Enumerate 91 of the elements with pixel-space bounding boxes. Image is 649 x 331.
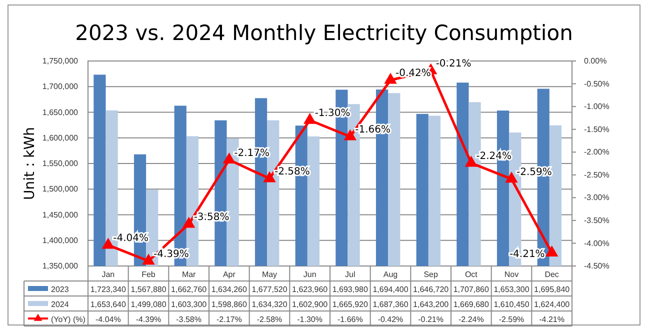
legend-label: 2023: [51, 285, 70, 294]
point: [384, 72, 397, 84]
point: [142, 254, 155, 265]
x-tick-label: May: [262, 270, 278, 279]
y-tick-label: 1,550,000: [42, 159, 79, 168]
text: -2.59%: [516, 166, 552, 178]
data-label: 1,694,400: [372, 285, 409, 294]
data-label: 1,646,720: [413, 285, 450, 294]
x-tick-label: Apr: [222, 270, 236, 279]
legend-label: 2024: [51, 300, 70, 309]
point: [102, 238, 115, 249]
data-label: -2.24%: [458, 315, 484, 324]
y-tick-label: 1,500,000: [42, 184, 79, 194]
data-label: -1.30%: [297, 315, 323, 324]
data-label: 1,624,400: [534, 300, 570, 309]
data-label: 1,723,340: [90, 285, 127, 294]
y-tick-label: 1,400,000: [42, 236, 79, 245]
data-label: 1,665,920: [332, 300, 369, 309]
data-label: 1,695,840: [534, 285, 570, 294]
y2-tick-label: -0.50%: [584, 79, 610, 88]
data-label: 1,669,680: [453, 300, 490, 309]
data-label: -2.58%: [256, 315, 282, 324]
point: [303, 112, 316, 124]
data-label: 1,499,080: [130, 300, 167, 309]
y-tick-label: 1,350,000: [42, 262, 79, 271]
data-label: -2.59%: [498, 315, 524, 324]
text: -2.58%: [274, 166, 310, 178]
y-tick-label: 1,750,000: [42, 56, 79, 66]
point: [464, 156, 478, 167]
point: [505, 172, 518, 183]
y-axis-title: Unit : kWh: [22, 127, 38, 200]
data-label: 1,634,320: [252, 300, 288, 309]
y-tick-label: 1,450,000: [42, 210, 79, 220]
x-tick-label: Jun: [303, 270, 316, 279]
x-tick-label: Mar: [182, 270, 196, 279]
y2-tick-label: -4.50%: [584, 262, 610, 271]
data-label: 1,707,860: [453, 285, 490, 294]
x-tick-label: Sep: [424, 270, 438, 279]
data-label: 1,610,450: [494, 300, 530, 309]
text: -0.21%: [436, 58, 472, 70]
data-label: 1,623,960: [292, 285, 328, 294]
legend-label: (YoY) (%): [51, 315, 86, 324]
data-label: -4.04%: [95, 315, 121, 324]
x-tick-label: Oct: [464, 270, 478, 279]
y2-tick-label: 0.00%: [584, 56, 607, 66]
x-tick-label: Nov: [504, 270, 519, 279]
data-label: -2.17%: [216, 315, 242, 324]
y2-tick-label: -3.50%: [584, 216, 610, 226]
data-label: 1,677,520: [252, 285, 288, 294]
data-label: 1,598,860: [211, 300, 248, 309]
x-tick-label: Feb: [142, 270, 156, 279]
point: [545, 245, 558, 256]
chart-title: 2023 vs. 2024 Monthly Electricity Consumption: [75, 21, 573, 45]
y2-tick-label: -1.50%: [584, 124, 610, 134]
x-tick-label: Dec: [544, 270, 559, 279]
data-label: -4.39%: [136, 315, 162, 324]
data-label: 1,643,200: [413, 300, 450, 309]
text: -3.58%: [194, 212, 230, 224]
data-label: 1,687,360: [372, 300, 409, 309]
y2-tick-label: -4.00%: [584, 238, 610, 248]
point: [263, 171, 276, 182]
data-label: 1,662,760: [171, 285, 208, 294]
y2-tick-label: -2.00%: [584, 148, 610, 157]
data-label: 1,693,980: [332, 285, 369, 294]
y2-tick-label: -2.50%: [584, 170, 610, 180]
point: [344, 129, 357, 140]
data-label: 1,603,300: [171, 300, 208, 309]
data-label: -3.58%: [176, 315, 202, 324]
text: -4.04%: [113, 233, 149, 244]
text: -4.21%: [509, 248, 545, 260]
x-tick-label: Jul: [345, 270, 356, 279]
point: [222, 152, 236, 164]
y-tick-label: 1,650,000: [42, 108, 79, 117]
data-label: 1,602,900: [292, 300, 328, 309]
x-tick-label: Jan: [102, 270, 115, 279]
data-label: 1,653,300: [494, 285, 530, 294]
data-label: -0.42%: [378, 315, 404, 324]
data-label: -4.21%: [539, 315, 565, 324]
data-label: -0.21%: [418, 315, 444, 324]
text: -2.24%: [476, 151, 512, 162]
y2-tick-label: -3.00%: [584, 193, 610, 202]
data-label: -1.66%: [337, 315, 363, 324]
y-tick-label: 1,700,000: [42, 82, 79, 92]
point: [182, 216, 196, 228]
y2-tick-label: -1.00%: [584, 102, 610, 112]
data-label: 1,634,260: [211, 285, 248, 294]
data-label: 1,653,640: [90, 300, 127, 309]
data-label: 1,567,880: [130, 285, 167, 294]
y-tick-label: 1,600,000: [42, 133, 79, 142]
text: -2.17%: [234, 148, 270, 159]
x-tick-label: Aug: [383, 270, 398, 279]
